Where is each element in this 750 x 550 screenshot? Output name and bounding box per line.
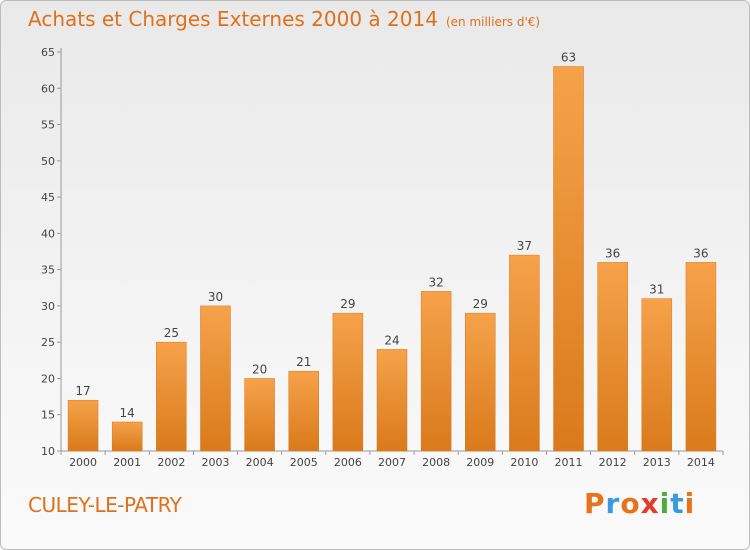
data-label-2011: 63 bbox=[561, 51, 576, 65]
bar-2013 bbox=[641, 298, 673, 452]
y-tick-label: 40 bbox=[41, 227, 55, 240]
bars bbox=[67, 66, 717, 452]
y-tick-label: 15 bbox=[41, 409, 55, 422]
chart-title: Achats et Charges Externes 2000 à 2014 (e… bbox=[28, 7, 540, 31]
y-tick-label: 35 bbox=[41, 264, 55, 277]
data-label-2001: 14 bbox=[120, 406, 135, 420]
logo-letter: P bbox=[584, 487, 606, 520]
logo-letter: x bbox=[640, 487, 660, 520]
data-label-2005: 21 bbox=[296, 355, 311, 369]
x-tick-label: 2001 bbox=[113, 456, 141, 469]
y-tick-label: 45 bbox=[41, 191, 55, 204]
y-tick-label: 60 bbox=[41, 82, 55, 95]
axes: 10 15 20 25 30 35 40 45 50 55 60 65 2000 2001 2002 2003… bbox=[41, 46, 724, 469]
x-tick-label: 2002 bbox=[157, 456, 185, 469]
bar-2011 bbox=[553, 66, 584, 452]
bar-2007 bbox=[376, 349, 408, 452]
x-tick-label: 2004 bbox=[246, 456, 274, 469]
data-label-2004: 20 bbox=[252, 362, 267, 376]
logo-letter: i bbox=[684, 487, 696, 520]
data-label-2012: 36 bbox=[605, 246, 620, 260]
data-label-2006: 29 bbox=[340, 297, 355, 311]
bar-2001 bbox=[111, 421, 143, 452]
bar-2006 bbox=[332, 312, 364, 452]
x-tick-label: 2009 bbox=[466, 456, 494, 469]
x-tick-label: 2005 bbox=[290, 456, 318, 469]
data-labels: 17 14 25 30 20 21 29 24 32 29 37 63 36 31 36 bbox=[75, 51, 708, 420]
data-label-2014: 36 bbox=[693, 246, 708, 260]
data-label-2008: 32 bbox=[428, 275, 443, 289]
logo-letter: i bbox=[659, 487, 671, 520]
x-tick-label: 2003 bbox=[201, 456, 229, 469]
title-text: Achats et Charges Externes 2000 à 2014 bbox=[28, 7, 438, 31]
x-tick-label: 2012 bbox=[599, 456, 627, 469]
logo-letter: r bbox=[605, 487, 621, 520]
x-tick-label: 2006 bbox=[334, 456, 362, 469]
y-tick-label: 50 bbox=[41, 155, 55, 168]
x-tick-label: 2000 bbox=[69, 456, 97, 469]
bar-2009 bbox=[465, 312, 496, 452]
logo-letter: t bbox=[670, 487, 685, 520]
x-tick-label: 2008 bbox=[422, 456, 450, 469]
y-tick-label: 55 bbox=[41, 119, 55, 132]
data-label-2013: 31 bbox=[649, 283, 664, 297]
y-tick-label: 25 bbox=[41, 336, 55, 349]
x-tick-label: 2013 bbox=[643, 456, 671, 469]
bar-2005 bbox=[288, 370, 319, 452]
data-label-2000: 17 bbox=[75, 384, 90, 398]
bar-2014 bbox=[685, 262, 717, 452]
bar-2012 bbox=[597, 262, 628, 452]
x-tick-label: 2014 bbox=[687, 456, 715, 469]
y-tick-label: 20 bbox=[41, 372, 55, 385]
y-tick-label: 10 bbox=[41, 445, 55, 458]
logo-letter: o bbox=[620, 487, 641, 520]
commune-name: CULEY-LE-PATRY bbox=[28, 493, 182, 517]
bar-2003 bbox=[200, 305, 231, 452]
data-label-2002: 25 bbox=[164, 326, 179, 340]
proxiti-logo[interactable]: Proxiti bbox=[584, 487, 695, 520]
data-label-2010: 37 bbox=[517, 239, 532, 253]
y-tick-label: 30 bbox=[41, 300, 55, 313]
bar-2008 bbox=[420, 291, 452, 452]
title-unit: (en milliers d'€) bbox=[445, 15, 541, 29]
x-tick-label: 2010 bbox=[510, 456, 538, 469]
data-label-2003: 30 bbox=[208, 290, 223, 304]
bar-2002 bbox=[156, 341, 187, 452]
x-tick-label: 2011 bbox=[555, 456, 583, 469]
bar-2004 bbox=[244, 378, 275, 452]
bar-2000 bbox=[67, 399, 99, 452]
x-tick-label: 2007 bbox=[378, 456, 406, 469]
data-label-2007: 24 bbox=[384, 333, 399, 347]
data-label-2009: 29 bbox=[473, 297, 488, 311]
y-tick-label: 65 bbox=[41, 46, 55, 59]
bar-2010 bbox=[509, 254, 540, 452]
